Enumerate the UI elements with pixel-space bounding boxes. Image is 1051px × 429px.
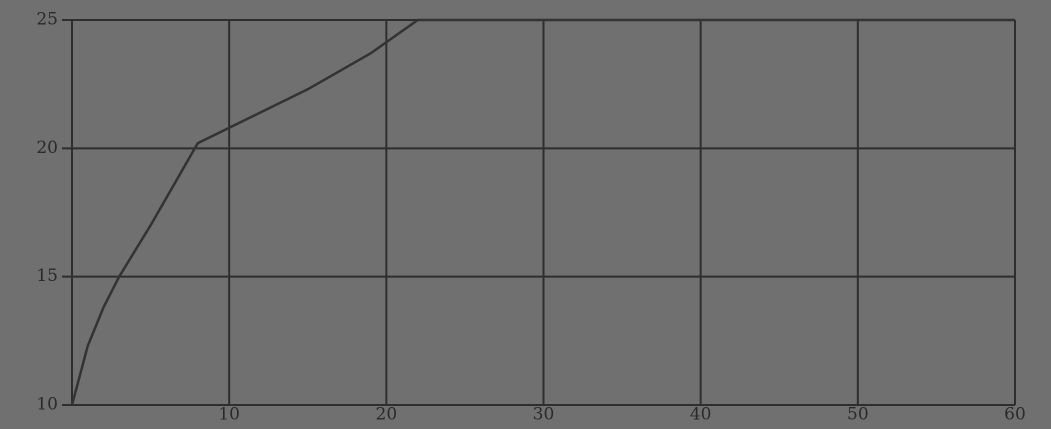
x-tick-label: 30 — [533, 405, 555, 425]
x-tick-label: 40 — [690, 405, 712, 425]
y-tick-label: 10 — [36, 395, 58, 415]
y-tick-label: 25 — [36, 10, 58, 30]
x-tick-label: 50 — [847, 405, 869, 425]
y-tick-label: 20 — [36, 138, 58, 158]
x-tick-label: 10 — [218, 405, 240, 425]
data-line — [70, 18, 1015, 406]
x-tick-label: 20 — [376, 405, 398, 425]
x-tick-label: 60 — [1004, 405, 1026, 425]
y-tick-label: 15 — [36, 266, 58, 286]
